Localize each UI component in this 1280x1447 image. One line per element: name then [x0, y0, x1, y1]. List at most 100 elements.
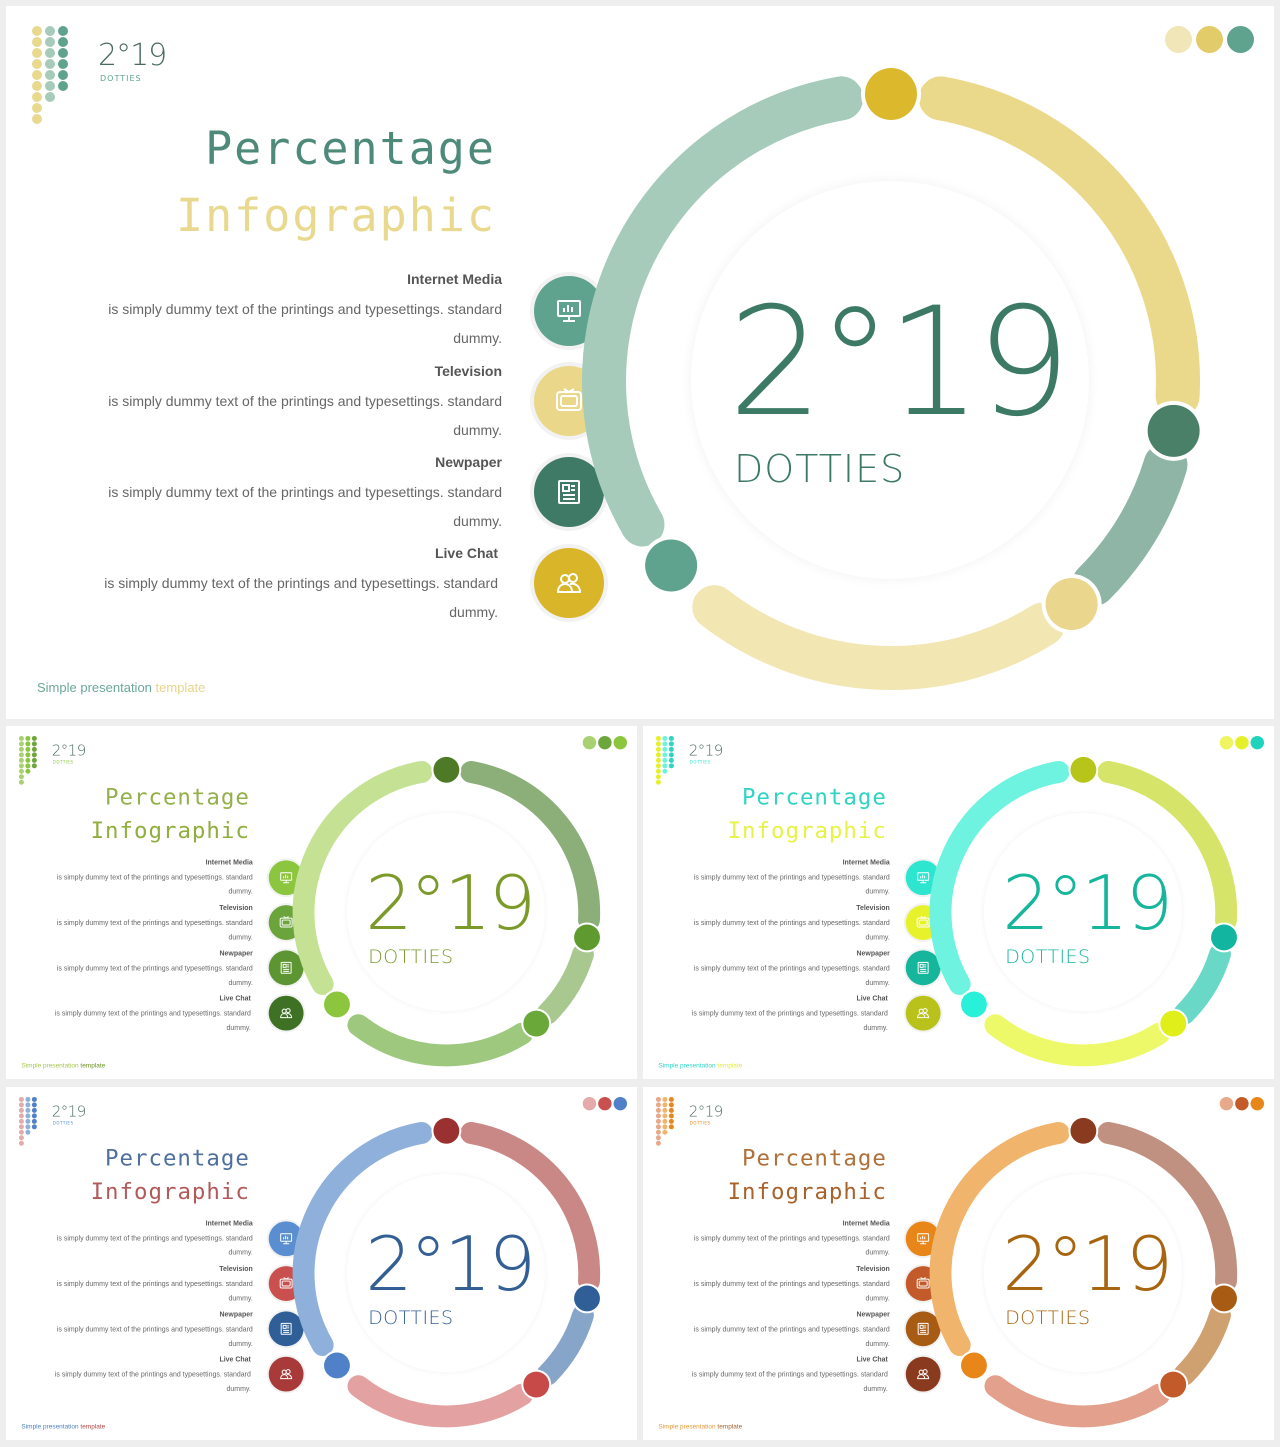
logo-subtitle: DOTTIES [689, 1120, 711, 1126]
logo-dot [655, 1140, 661, 1146]
slide-content: 2°19 DOTTIES Percentage Infographic Inte… [643, 1087, 1274, 1440]
feature-title: Live Chat [219, 1355, 251, 1364]
title-line-1: Percentage [742, 1144, 887, 1172]
logo-dot [32, 114, 42, 124]
feature-description: is simply dummy text of the printings an… [56, 1279, 253, 1302]
ring-segment [460, 761, 601, 932]
logo-dot [18, 1135, 24, 1141]
center-disc [983, 1174, 1182, 1373]
title-line-2: Infographic [727, 817, 887, 844]
footer-tagline: Simple presentation template [21, 1061, 105, 1068]
logo-dot [45, 37, 55, 47]
color-dot [1250, 735, 1265, 750]
feature-title: Live Chat [856, 1355, 888, 1364]
newspaper-icon [905, 1311, 941, 1347]
logo-dot [45, 92, 55, 102]
logo-dot [668, 1113, 674, 1119]
slide-content: 2°19 DOTTIES Percentage Infographic Inte… [6, 6, 1274, 719]
logo-dot [25, 735, 31, 741]
ring-knob [523, 1371, 550, 1398]
title-line-2: Infographic [175, 189, 496, 242]
ring-segment [536, 943, 594, 1025]
ring-segment [582, 76, 864, 547]
logo-dot [662, 763, 668, 769]
logo-dot [662, 1118, 668, 1124]
ring-segment [347, 1014, 534, 1067]
color-dot [1227, 26, 1254, 53]
logo-dot [25, 1129, 31, 1135]
feature-description: is simply dummy text of the printings an… [693, 963, 890, 987]
logo-dot [668, 1096, 674, 1102]
center-number: 2°19 [365, 860, 536, 947]
slide-content: 2°19 DOTTIES Percentage Infographic Inte… [643, 726, 1274, 1079]
logo-dot [18, 774, 24, 780]
logo-dot [655, 768, 661, 774]
logo-dot [32, 59, 42, 69]
feature-description: is simply dummy text of the printings an… [693, 1233, 890, 1257]
feature-item: Television is simply dummy text of the p… [691, 903, 941, 945]
feature-description: is simply dummy text of the printings an… [56, 918, 253, 941]
feature-item: Television is simply dummy text of the p… [691, 1264, 941, 1306]
feature-item: Internet Media is simply dummy text of t… [54, 858, 304, 899]
logo-dot [18, 1096, 24, 1102]
logo-dot [25, 768, 31, 774]
logo-dot [668, 741, 674, 747]
ring-knob [645, 539, 698, 592]
users-icon [905, 1356, 941, 1392]
logo-dot [31, 1118, 37, 1124]
footer-text: Simple presentation [658, 1061, 716, 1069]
newspaper-icon [905, 950, 941, 986]
feature-title: Internet Media [205, 1218, 253, 1227]
logo-dot [668, 746, 674, 752]
feature-title: Newpaper [435, 454, 502, 470]
logo-dot [32, 37, 42, 47]
feature-title: Live Chat [434, 545, 498, 561]
feature-item: Internet Media is simply dummy text of t… [102, 271, 604, 353]
ring-knob [324, 1352, 350, 1379]
logo-dot [655, 1107, 661, 1113]
logo-dot [31, 763, 37, 769]
logo-dot [25, 757, 31, 763]
logo-dot [18, 746, 24, 752]
logo-dot [58, 26, 68, 36]
logo-dot [662, 1113, 668, 1119]
color-dot [582, 1096, 597, 1111]
ring-knob [1160, 1010, 1187, 1037]
feature-title: Television [856, 903, 890, 912]
feature-description: is simply dummy text of the printings an… [108, 393, 502, 438]
title-line-1: Percentage [205, 122, 496, 175]
feature-title: Television [219, 1264, 253, 1273]
logo-text: 2°19 [688, 1102, 723, 1121]
logo-dot [655, 1118, 661, 1124]
logo-dot [662, 768, 668, 774]
feature-description: is simply dummy text of the printings an… [54, 1370, 251, 1393]
slide-content: 2°19 DOTTIES Percentage Infographic Inte… [6, 1087, 637, 1440]
ring-knob [1070, 1117, 1097, 1144]
feature-description: is simply dummy text of the printings an… [693, 1279, 890, 1302]
footer-text-accent: template [80, 1422, 106, 1430]
slide-teal-variant: 2°19 DOTTIES Percentage Infographic Inte… [643, 726, 1274, 1079]
logo: 2°19 DOTTIES [32, 26, 167, 126]
feature-title: Television [856, 1264, 890, 1273]
feature-item: Newpaper is simply dummy text of the pri… [54, 949, 304, 990]
logo-dot [662, 735, 668, 741]
center-label: DOTTIES [368, 945, 454, 968]
logo-subtitle: DOTTIES [100, 74, 142, 83]
logo-dot [25, 1107, 31, 1113]
logo-dot [655, 1096, 661, 1102]
feature-item: Live Chat is simply dummy text of the pr… [52, 1355, 304, 1396]
title-line-1: Percentage [105, 783, 250, 811]
feature-item: Internet Media is simply dummy text of t… [54, 1218, 304, 1260]
logo-dot [25, 1096, 31, 1102]
logo-dot [655, 746, 661, 752]
title-line-1: Percentage [742, 783, 887, 811]
logo-dot [668, 735, 674, 741]
feature-item: Live Chat is simply dummy text of the pr… [689, 1355, 941, 1396]
logo-dot [45, 48, 55, 58]
ring-knob [865, 68, 917, 120]
center-disc [691, 181, 1089, 579]
ring-knob [1070, 756, 1097, 783]
color-dot [1219, 1096, 1234, 1111]
ring-segment [292, 761, 433, 995]
users-icon [268, 995, 304, 1031]
